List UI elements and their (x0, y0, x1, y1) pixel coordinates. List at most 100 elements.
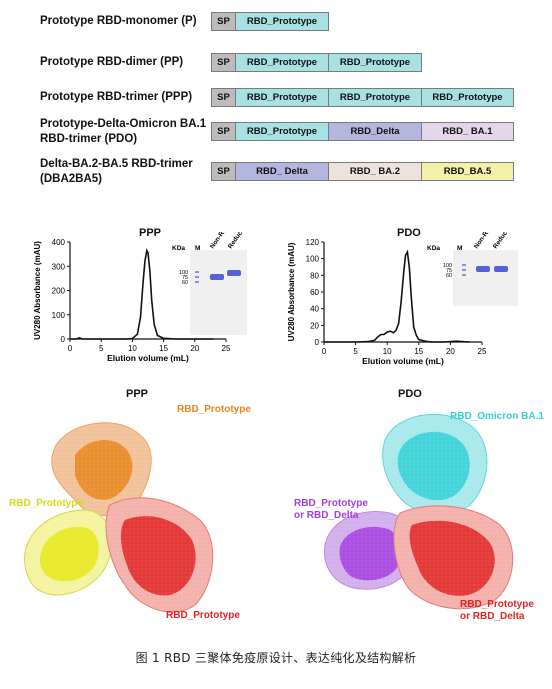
x-tick-label: 25 (478, 347, 487, 356)
figure-caption: 图 1 RBD 三聚体免疫原设计、表达纯化及结构解析 (135, 651, 417, 665)
pdo-label-top: RBD_Omicron BA.1 (450, 411, 544, 422)
y-tick-label: 40 (310, 305, 319, 314)
x-tick-label: 15 (159, 344, 168, 353)
y-tick-label: 20 (310, 321, 319, 330)
pdo-label-left-line2: or RBD_Delta (294, 510, 359, 521)
segment-rbd-prototype: RBD_Prototype (421, 88, 514, 107)
gel-background (453, 250, 518, 306)
segment-rbd-prototype: RBD_Prototype (235, 122, 329, 141)
marker-band (462, 269, 466, 271)
structure-title-pdo: PDO (398, 388, 422, 400)
x-tick-label: 0 (322, 347, 327, 356)
y-tick-label: 300 (52, 262, 66, 271)
segment-sp: SP (211, 88, 236, 107)
y-tick-label: 80 (310, 271, 319, 280)
gel-reduced-label: Reduced (492, 232, 513, 250)
sec-chart-ppp: 0 100 200 300 400 0 5 10 15 20 25 Elution volume (m… (33, 232, 248, 363)
x-tick-label: 10 (383, 347, 392, 356)
ppp-label-top: RBD_Prototype (177, 404, 251, 415)
segment-rbd-prototype: RBD_Prototype (235, 53, 329, 72)
y-tick-label: 60 (310, 288, 319, 297)
gel-reduced-label: Reduced (227, 232, 248, 250)
marker-label: 100 (179, 270, 188, 276)
marker-label: 100 (443, 263, 452, 269)
gel-band-reduced (227, 270, 241, 276)
pdo-line (324, 249, 470, 343)
marker-band (195, 276, 199, 278)
gel-m-label: M (457, 245, 462, 252)
plot-title-ppp: PPP (139, 227, 162, 239)
segment-sp: SP (211, 122, 236, 141)
x-tick-label: 0 (68, 344, 73, 353)
x-tick-label: 5 (353, 347, 358, 356)
ppp-line (70, 247, 214, 340)
construct-label-p: Prototype RBD-monomer (P) (40, 15, 197, 27)
y-tick-label: 200 (52, 287, 66, 296)
construct-label-dba2ba5-line1: Delta-BA.2-BA.5 RBD-trimer (40, 158, 193, 170)
y-axis-label: UV280 Absorbance (mAU) (288, 242, 296, 341)
segment-rbd-delta: RBD_ Delta (235, 162, 329, 181)
x-tick-label: 20 (446, 347, 455, 356)
marker-label: 75 (182, 275, 188, 281)
x-tick-label: 25 (222, 344, 231, 353)
x-tick-label: 20 (190, 344, 199, 353)
segment-rbd-ba5: RBD_BA.5 (421, 162, 514, 181)
gel-band-nonreduced (210, 274, 224, 280)
pdo-label-left: RBD_Prototype or RBD_Delta (294, 498, 368, 522)
plot-title-pdo: PDO (397, 227, 421, 239)
ppp-label-left: RBD_Prototype (9, 498, 83, 509)
construct-label-dba2ba5: Delta-BA.2-BA.5 RBD-trimer (DBA2BA5) (40, 157, 193, 187)
y-tick-label: 400 (52, 238, 66, 247)
marker-label: 75 (446, 268, 452, 274)
gel-kda-label: KDa (427, 245, 440, 252)
construct-label-pp: Prototype RBD-dimer (PP) (40, 56, 184, 68)
gel-kda-label: KDa (172, 245, 185, 252)
pdo-structure (320, 405, 525, 615)
gel-band-nonreduced (476, 266, 490, 272)
gel-band-reduced (494, 266, 508, 272)
segment-sp: SP (211, 53, 236, 72)
pdo-label-bottom: RBD_Prototype or RBD_Delta (460, 599, 534, 623)
sec-chart-pdo: 0 20 40 60 80 100 120 0 5 10 15 20 25 Elution volume … (288, 232, 518, 366)
construct-label-pdo-line2: RBD-trimer (PDO) (40, 133, 138, 145)
y-tick-label: 100 (52, 311, 66, 320)
y-tick-label: 100 (306, 255, 320, 264)
x-tick-label: 15 (414, 347, 423, 356)
gel-background (190, 250, 247, 335)
ppp-gel-inset: KDa M Non-Reduced Reduced 100 75 60 (172, 232, 248, 335)
x-tick-label: 10 (128, 344, 137, 353)
y-tick-label: 120 (306, 238, 320, 247)
pdo-label-bottom-line2: or RBD_Delta (460, 611, 525, 622)
segment-rbd-prototype: RBD_Prototype (235, 88, 329, 107)
segment-rbd-prototype: RBD_Prototype (328, 53, 422, 72)
segment-sp: SP (211, 12, 236, 31)
segment-sp: SP (211, 162, 236, 181)
marker-band (195, 271, 199, 273)
marker-label: 60 (182, 280, 188, 286)
pdo-label-left-line1: RBD_Prototype (294, 498, 368, 509)
structure-title-ppp: PPP (126, 388, 149, 400)
y-tick-label: 0 (61, 335, 66, 344)
marker-label: 60 (446, 273, 452, 279)
gel-m-label: M (195, 245, 200, 252)
x-tick-label: 5 (99, 344, 104, 353)
pdo-gel-inset: KDa M Non-Reduced Reduced 100 75 60 (427, 232, 518, 306)
ppp-label-bottom: RBD_Prototype (166, 610, 240, 621)
structure-renders (20, 405, 525, 615)
y-tick-label: 0 (315, 338, 320, 347)
segment-rbd-prototype: RBD_Prototype (328, 88, 422, 107)
segment-rbd-ba2: RBD_ BA.2 (328, 162, 422, 181)
x-axis-label: Elution volume (mL) (107, 353, 189, 363)
pdo-label-bottom-line1: RBD_Prototype (460, 599, 534, 610)
segment-rbd-delta: RBD_Delta (328, 122, 422, 141)
ppp-structure (20, 415, 220, 615)
y-axis-label: UV280 Absorbance (mAU) (33, 241, 42, 340)
construct-label-pdo-line1: Prototype-Delta-Omicron BA.1 (40, 118, 207, 130)
construct-label-ppp: Prototype RBD-trimer (PPP) (40, 91, 193, 103)
marker-band (462, 274, 466, 276)
construct-label-pdo: Prototype-Delta-Omicron BA.1 RBD-trimer … (40, 117, 206, 147)
marker-band (195, 281, 199, 283)
x-axis-label: Elution volume (mL) (362, 356, 444, 366)
marker-band (462, 264, 466, 266)
segment-rbd-prototype: RBD_Prototype (235, 12, 329, 31)
